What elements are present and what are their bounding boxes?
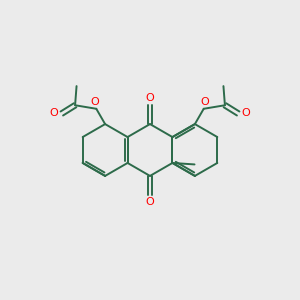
Text: O: O	[146, 93, 154, 103]
Text: O: O	[50, 109, 58, 118]
Text: O: O	[146, 197, 154, 207]
Text: O: O	[91, 97, 100, 107]
Text: O: O	[242, 109, 250, 118]
Text: O: O	[200, 97, 209, 107]
